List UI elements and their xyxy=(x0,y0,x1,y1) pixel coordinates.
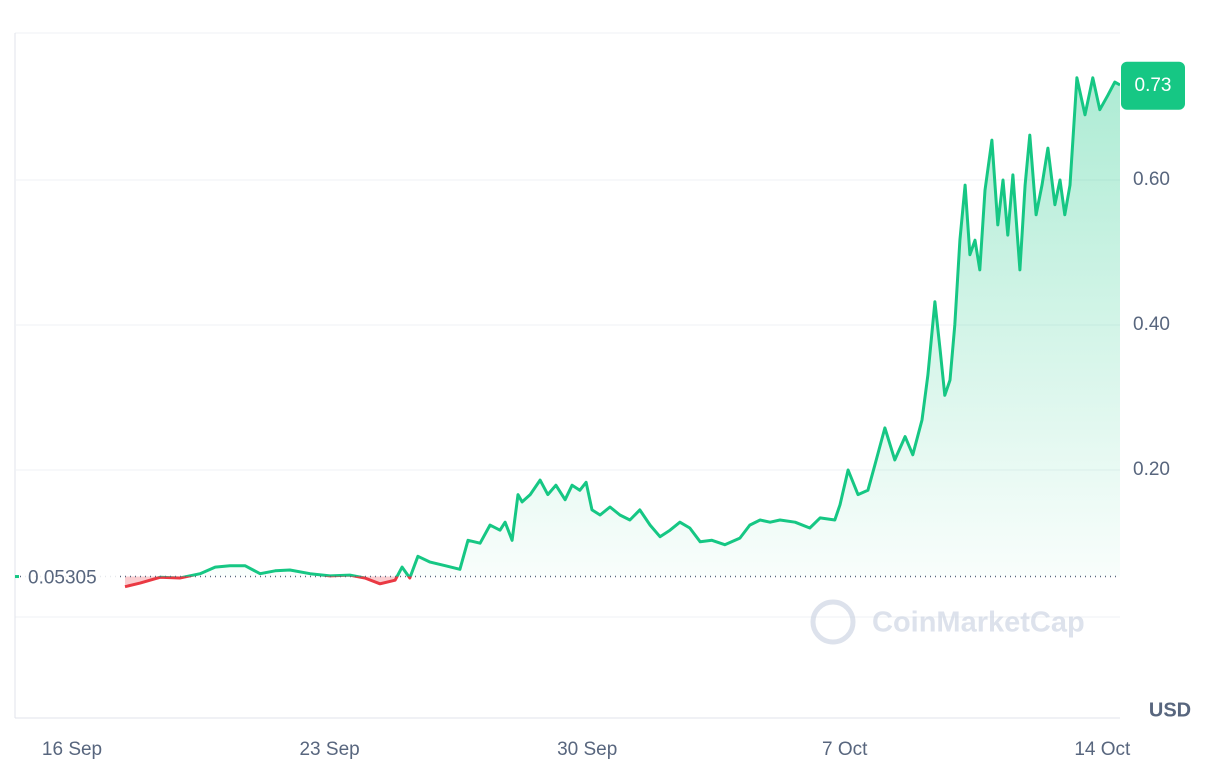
x-tick-label: 7 Oct xyxy=(822,739,868,760)
x-tick-label: 14 Oct xyxy=(1074,739,1131,760)
area-below xyxy=(125,576,1120,587)
baseline-label-bg xyxy=(24,564,120,589)
y-tick-label: 0.40 xyxy=(1133,314,1170,335)
watermark-text: CoinMarketCap xyxy=(872,607,1085,639)
x-tick-label: 23 Sep xyxy=(299,739,359,760)
watermark-logo xyxy=(810,599,856,645)
x-tick-label: 30 Sep xyxy=(557,739,617,760)
watermark: CoinMarketCap xyxy=(810,599,1085,645)
area-above xyxy=(186,77,1120,577)
price-line xyxy=(157,76,1120,577)
price-badge-label: 0.73 xyxy=(1135,75,1172,96)
price-badge xyxy=(1121,61,1185,110)
currency-label: USD xyxy=(1149,699,1191,721)
y-tick-label: 0.20 xyxy=(1133,459,1170,480)
x-tick-label: 16 Sep xyxy=(42,739,102,760)
baseline-label: 0.05305 xyxy=(28,568,97,589)
y-tick-label: 0.60 xyxy=(1133,169,1170,190)
